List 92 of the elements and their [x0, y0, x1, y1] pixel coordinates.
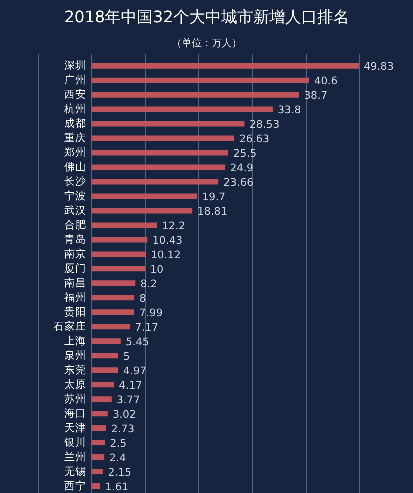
bar [92, 78, 310, 84]
bar [92, 368, 118, 374]
data-label: 26.63 [240, 134, 270, 146]
data-label: 4.17 [119, 380, 142, 392]
y-tick-label: 武汉 [64, 204, 87, 217]
bar [92, 338, 121, 344]
chart-subtitle: （单位：万人） [172, 38, 242, 50]
y-tick-label: 无锡 [64, 466, 87, 478]
bar [92, 136, 235, 142]
y-tick-label: 佛山 [64, 160, 87, 174]
bar [92, 164, 226, 170]
y-tick-label: 杭州 [64, 102, 87, 116]
data-label: 7.99 [140, 307, 163, 320]
data-label: 2.4 [110, 452, 127, 464]
data-label: 1.61 [105, 481, 129, 493]
y-tick-label: 西安 [64, 88, 87, 102]
bar [92, 92, 300, 98]
y-tick-label: 南京 [64, 247, 87, 260]
data-label: 18.81 [198, 206, 228, 218]
data-label: 19.7 [202, 191, 226, 204]
y-tick-label: 西宁 [64, 479, 87, 492]
y-tick-label: 贵阳 [64, 305, 87, 318]
y-tick-label: 兰州 [64, 450, 87, 464]
bar [92, 106, 273, 112]
data-label: 4.97 [123, 365, 147, 378]
data-label: 3.77 [116, 394, 140, 406]
data-label: 24.9 [230, 162, 254, 175]
y-tick-label: 郑州 [64, 146, 87, 160]
y-tick-label: 宁波 [64, 189, 87, 202]
bar [92, 252, 146, 258]
data-label: 10.43 [152, 234, 183, 247]
data-label: 5.45 [126, 336, 150, 348]
bar [92, 324, 130, 330]
y-tick-label: 重庆 [64, 132, 87, 145]
data-label: 10 [150, 264, 164, 276]
data-label: 5 [124, 350, 130, 363]
bar [92, 426, 106, 432]
data-label: 40.6 [314, 76, 338, 88]
chart-title: 2018年中国32个大中城市新增人口排名 [64, 8, 350, 26]
data-label: 49.83 [364, 61, 394, 74]
data-label: 10.12 [150, 249, 182, 262]
bar [92, 310, 135, 316]
y-tick-label: 长沙 [64, 175, 87, 188]
y-tick-label: 南昌 [64, 276, 87, 290]
y-tick-label: 东莞 [64, 363, 87, 376]
y-tick-label: 福州 [64, 290, 87, 304]
data-label: 2.5 [110, 438, 127, 450]
bar [92, 208, 193, 214]
data-label: 38.7 [304, 90, 328, 102]
data-label: 25.5 [233, 148, 257, 160]
bar [92, 280, 136, 286]
y-tick-label: 苏州 [64, 392, 87, 406]
bar [92, 266, 146, 272]
y-tick-label: 成都 [64, 117, 87, 130]
bar [92, 469, 104, 475]
bar [92, 295, 135, 301]
bar [92, 454, 105, 460]
bar [92, 150, 228, 156]
bar [92, 382, 114, 388]
data-label: 8.2 [140, 278, 158, 290]
bar [92, 484, 100, 490]
y-tick-label: 合肥 [64, 218, 87, 232]
data-label: 3.02 [112, 408, 136, 421]
bar [92, 411, 108, 417]
bar [92, 440, 106, 446]
bar [92, 222, 158, 228]
data-label: 8 [140, 292, 146, 305]
data-label: 2.73 [111, 423, 135, 436]
y-tick-label: 上海 [64, 334, 87, 348]
data-label: 7.17 [135, 322, 159, 334]
data-label: 2.15 [108, 466, 132, 479]
bar [92, 179, 219, 185]
data-label: 12.2 [162, 220, 186, 232]
bar [92, 194, 198, 200]
bar [92, 63, 359, 69]
y-tick-label: 海口 [64, 408, 87, 420]
y-tick-label: 深圳 [64, 59, 87, 72]
data-label: 23.66 [224, 177, 254, 189]
data-label: 28.53 [250, 119, 280, 132]
y-tick-label: 青岛 [64, 232, 87, 246]
y-tick-label: 厦门 [64, 262, 87, 275]
y-tick-label: 天津 [64, 421, 87, 434]
data-label: 33.8 [278, 104, 302, 117]
bar [92, 237, 148, 243]
y-tick-label: 太原 [64, 378, 87, 391]
bar [92, 396, 112, 402]
y-tick-label: 广州 [64, 74, 87, 87]
bar [92, 121, 245, 127]
y-tick-label: 银川 [64, 436, 87, 449]
y-tick-label: 石家庄 [54, 320, 87, 333]
y-tick-label: 泉州 [64, 348, 87, 362]
bar [92, 353, 118, 359]
